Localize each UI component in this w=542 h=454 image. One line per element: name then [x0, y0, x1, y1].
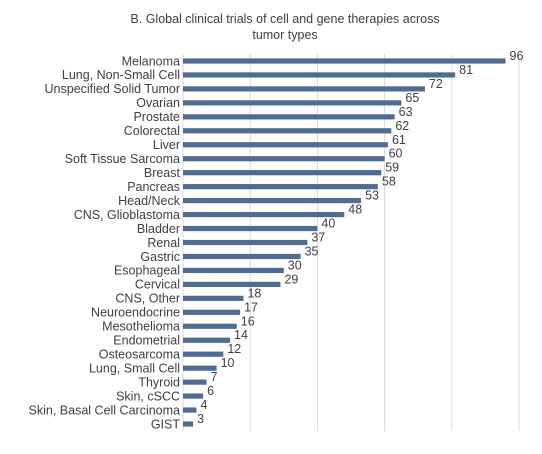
value-label: 40	[321, 217, 335, 231]
bar	[183, 72, 456, 78]
value-label: 16	[241, 314, 255, 328]
category-label: Osteosarcoma	[99, 348, 180, 362]
value-label: 12	[227, 342, 241, 356]
category-label: Lung, Non-Small Cell	[62, 68, 180, 82]
bar	[183, 239, 308, 246]
category-label: CNS, Other	[115, 292, 180, 306]
value-label: 4	[200, 398, 207, 412]
category-label: Esophageal	[114, 264, 180, 278]
value-label: 29	[284, 272, 298, 286]
category-label: Breast	[144, 166, 181, 180]
bar	[183, 421, 194, 427]
category-label: Endometrial	[113, 334, 180, 348]
bar	[183, 351, 224, 357]
category-label: Prostate	[133, 110, 180, 124]
value-label: 37	[311, 231, 325, 245]
bar	[183, 211, 345, 218]
chart-title: B. Global clinical trials of cell and ge…	[130, 12, 440, 42]
bar	[183, 100, 402, 106]
value-label: 3	[197, 412, 204, 426]
category-label: Colorectal	[124, 124, 180, 138]
value-label: 14	[234, 328, 248, 342]
bar	[183, 58, 506, 64]
category-label: Mesothelioma	[102, 320, 180, 334]
category-label: Liver	[153, 138, 180, 152]
bar	[183, 170, 382, 176]
bar	[183, 142, 388, 148]
value-label: 61	[392, 133, 406, 147]
bar	[183, 184, 378, 190]
bar	[183, 128, 392, 134]
category-label: Gastric	[140, 250, 180, 264]
category-label: GIST	[151, 417, 181, 431]
value-label: 7	[211, 370, 218, 384]
value-label: 65	[405, 91, 419, 105]
bar	[183, 379, 207, 385]
bar	[183, 295, 244, 301]
bar	[183, 156, 385, 162]
category-label: Neuroendocrine	[91, 306, 180, 320]
category-label: Renal	[147, 236, 180, 250]
value-label: 30	[288, 258, 302, 272]
category-label: Lung, Small Cell	[89, 361, 180, 375]
category-label: Soft Tissue Sarcoma	[65, 152, 180, 166]
bar	[183, 365, 217, 371]
value-label: 58	[382, 175, 396, 189]
value-label: 53	[365, 189, 379, 203]
value-label: 62	[395, 119, 409, 133]
value-label: 17	[244, 300, 258, 314]
value-label: 96	[510, 49, 524, 63]
category-label: Skin, cSCC	[116, 389, 180, 403]
value-label: 81	[459, 63, 473, 77]
bar	[183, 114, 395, 120]
value-label: 60	[389, 147, 403, 161]
bar	[183, 253, 301, 260]
value-label: 18	[247, 286, 261, 300]
category-label: Head/Neck	[118, 194, 181, 208]
bar	[183, 407, 197, 413]
value-label: 10	[221, 356, 235, 370]
category-label: Melanoma	[122, 54, 180, 68]
value-label: 6	[207, 384, 214, 398]
bar	[183, 198, 362, 204]
value-label: 35	[305, 244, 319, 258]
value-label: 59	[385, 161, 399, 175]
category-label: Ovarian	[136, 96, 180, 110]
bar	[183, 309, 241, 315]
value-label: 72	[429, 77, 443, 91]
category-label: Skin, Basal Cell Carcinoma	[29, 403, 180, 417]
value-label: 48	[348, 203, 362, 217]
bar	[183, 225, 318, 232]
bar	[183, 337, 231, 343]
bar	[183, 267, 284, 274]
category-label: Unspecified Solid Tumor	[45, 82, 180, 96]
category-label: Bladder	[137, 222, 180, 236]
category-label: Thyroid	[138, 375, 180, 389]
bar	[183, 86, 425, 92]
bar	[183, 323, 237, 329]
value-label: 63	[399, 105, 413, 119]
category-label: Cervical	[135, 278, 180, 292]
bar	[183, 281, 281, 287]
category-label: CNS, Glioblastoma	[74, 208, 180, 222]
category-label: Pancreas	[127, 180, 180, 194]
bar	[183, 393, 204, 399]
